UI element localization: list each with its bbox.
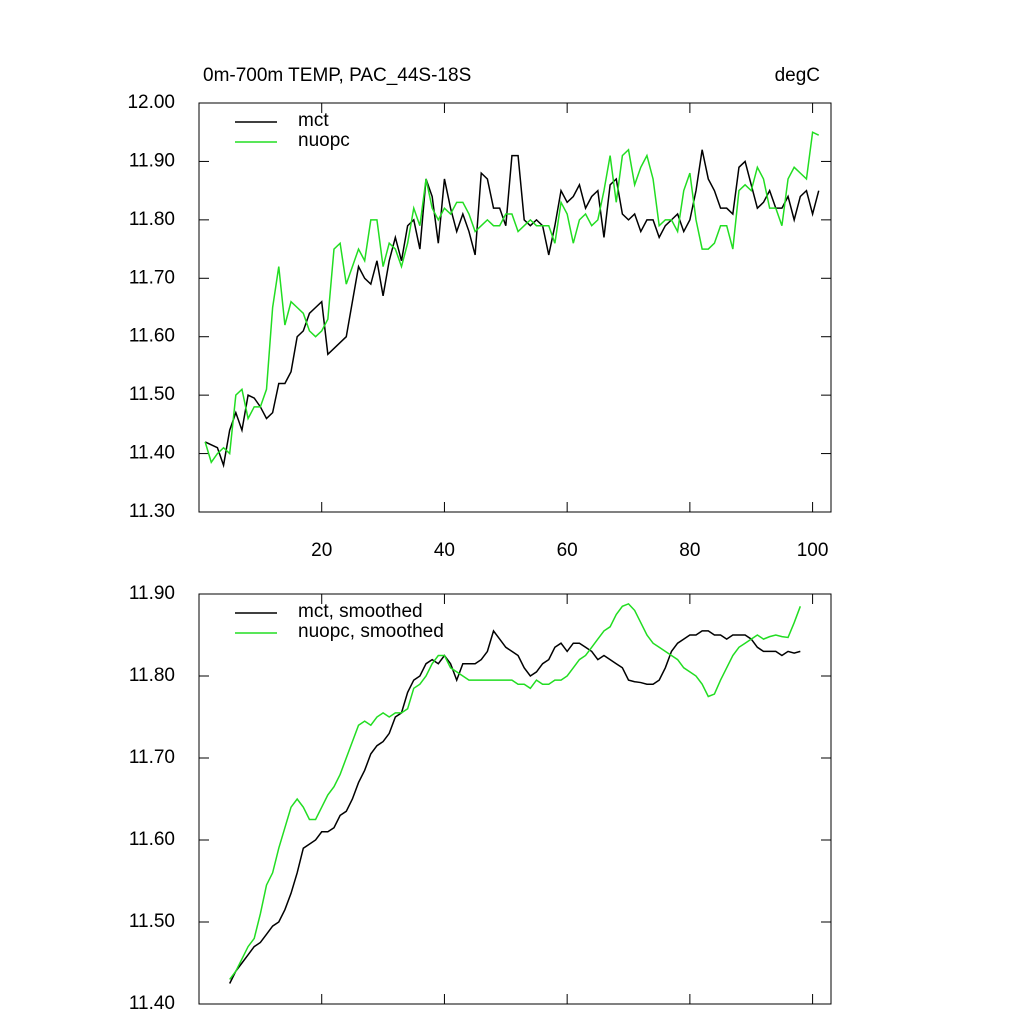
series-line — [204, 131, 820, 465]
units-label: degC — [775, 65, 820, 86]
plot-frame — [198, 593, 832, 1005]
y-tick-label: 11.30 — [129, 501, 175, 522]
y-tick-label: 11.40 — [129, 993, 175, 1014]
y-tick-label: 11.50 — [129, 911, 175, 932]
series-line — [204, 149, 820, 469]
y-tick-label: 11.70 — [129, 267, 175, 288]
y-tick-label: 11.60 — [129, 326, 175, 347]
y-tick-label: 11.90 — [129, 150, 175, 171]
y-tick-label: 11.70 — [129, 747, 175, 768]
x-tick-label: 40 — [434, 540, 455, 561]
y-tick-label: 11.80 — [129, 665, 175, 686]
x-tick-label: 80 — [679, 540, 700, 561]
x-tick-label: 20 — [311, 540, 332, 561]
y-tick-label: 12.00 — [127, 92, 175, 113]
legend-label: mct, smoothed — [298, 601, 423, 622]
y-tick-label: 11.50 — [129, 384, 175, 405]
y-tick-label: 11.60 — [129, 829, 175, 850]
y-tick-label: 11.90 — [129, 583, 175, 604]
x-tick-label: 60 — [557, 540, 578, 561]
series-line — [229, 602, 802, 980]
x-tick-label: 100 — [797, 540, 829, 561]
y-tick-label: 11.40 — [129, 443, 175, 464]
y-tick-label: 11.80 — [129, 209, 175, 230]
plot-frame — [198, 102, 832, 513]
legend-label: mct — [298, 110, 329, 131]
legend-label: nuopc — [298, 130, 350, 151]
series-line — [229, 629, 801, 984]
legend-label: nuopc, smoothed — [298, 621, 444, 642]
chart-title: 0m-700m TEMP, PAC_44S-18S — [203, 65, 471, 86]
